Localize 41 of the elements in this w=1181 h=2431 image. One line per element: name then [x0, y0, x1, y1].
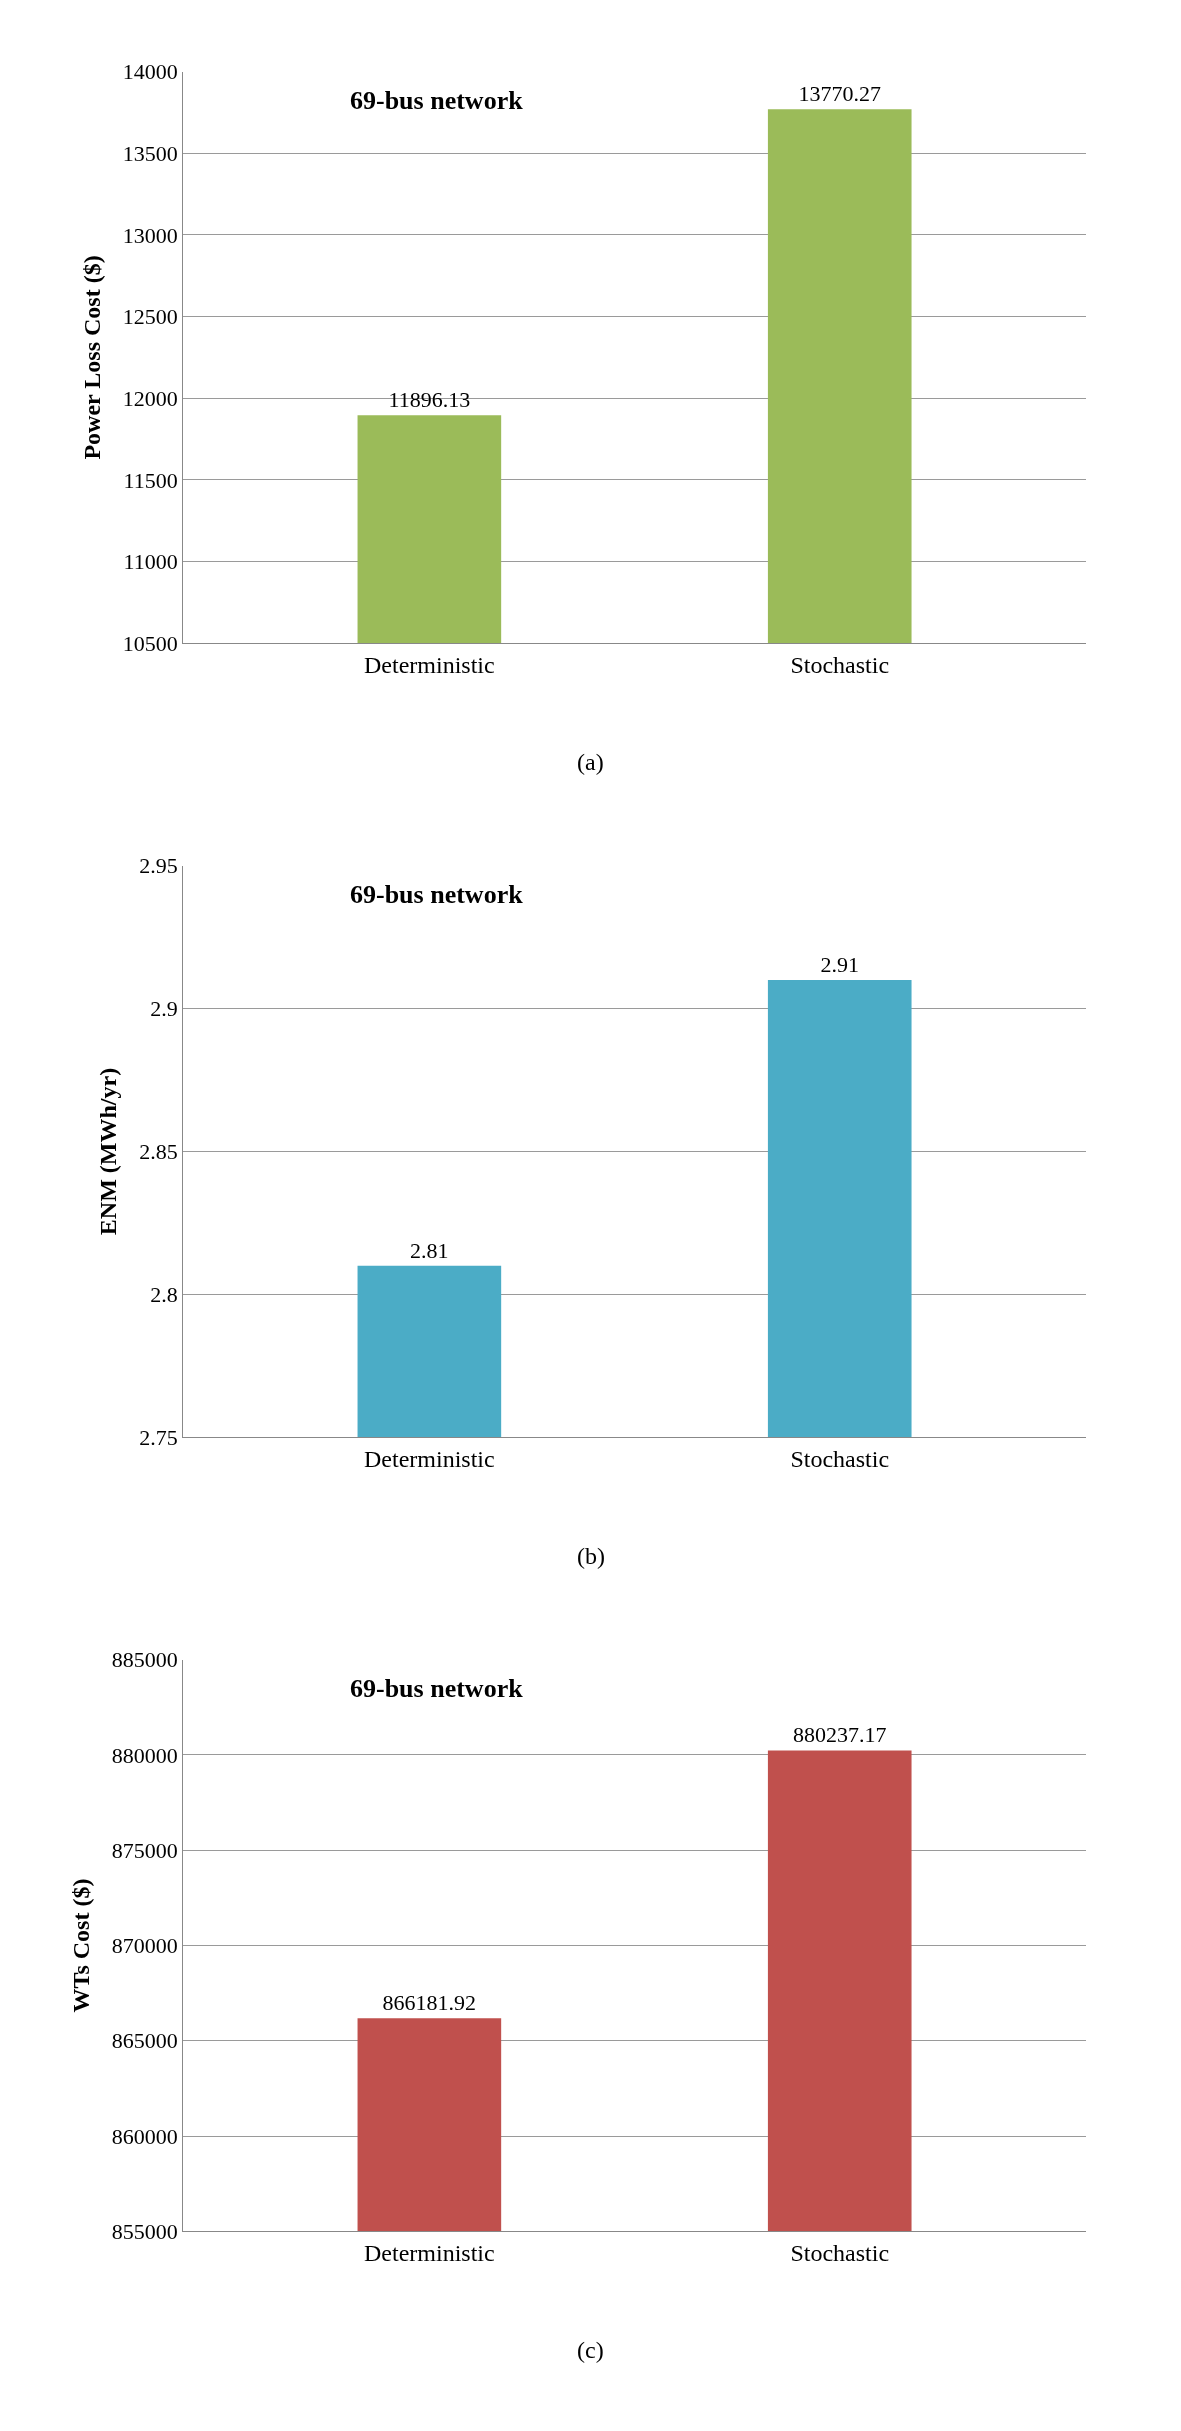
text: 69-bus network: [350, 86, 524, 115]
data-label: 13770.27: [798, 81, 881, 107]
data-label: 866181.92: [382, 1990, 477, 2016]
text: (a): [577, 749, 604, 775]
y-tick-label: 2.9: [150, 996, 178, 1022]
y-tick-label: 2.85: [139, 1139, 178, 1165]
text: (c): [577, 2337, 604, 2363]
x-tick-label: Stochastic: [790, 1446, 890, 1473]
x-tick-label: Deterministic: [364, 652, 495, 679]
data-label: 2.81: [410, 1237, 449, 1263]
y-tick-label: 870000: [111, 1933, 178, 1959]
y-tick-label: 875000: [111, 1837, 178, 1863]
y-tick-label: 885000: [111, 1647, 178, 1673]
y-tick-label: 855000: [111, 2219, 178, 2245]
y-tick-label: 12000: [122, 386, 178, 412]
data-label: 11896.13: [388, 387, 471, 413]
x-tick-label: Deterministic: [364, 2240, 495, 2267]
x-tick-label: Deterministic: [364, 1446, 495, 1473]
y-tick-label: 2.8: [150, 1282, 178, 1308]
y-tick-label: 13000: [122, 222, 178, 248]
y-tick-label: 865000: [111, 2028, 178, 2054]
y-tick-label: 880000: [111, 1742, 178, 1768]
y-tick-label: 13500: [122, 141, 178, 167]
y-tick-label: 14000: [122, 59, 178, 85]
y-tick-label: 11000: [123, 549, 178, 575]
text: 69-bus network: [350, 880, 524, 909]
y-tick-label: 10500: [122, 631, 178, 657]
y-axis-title: Power Loss Cost ($): [78, 255, 105, 460]
data-label: 2.91: [820, 951, 859, 977]
x-tick-label: Stochastic: [790, 2240, 890, 2267]
y-axis-title: WTs Cost ($): [67, 1878, 94, 2013]
data-label: 880237.17: [792, 1722, 887, 1748]
text: 69-bus network: [350, 1674, 524, 1703]
y-tick-label: 12500: [122, 304, 178, 330]
y-tick-label: 2.95: [139, 853, 178, 879]
y-tick-label: 11500: [123, 467, 178, 493]
y-axis-title: ENM (MWh/yr): [95, 1067, 122, 1236]
text: (b): [577, 1543, 605, 1569]
x-tick-label: Stochastic: [790, 652, 890, 679]
y-tick-label: 2.75: [139, 1425, 178, 1451]
y-tick-label: 860000: [111, 2123, 178, 2149]
